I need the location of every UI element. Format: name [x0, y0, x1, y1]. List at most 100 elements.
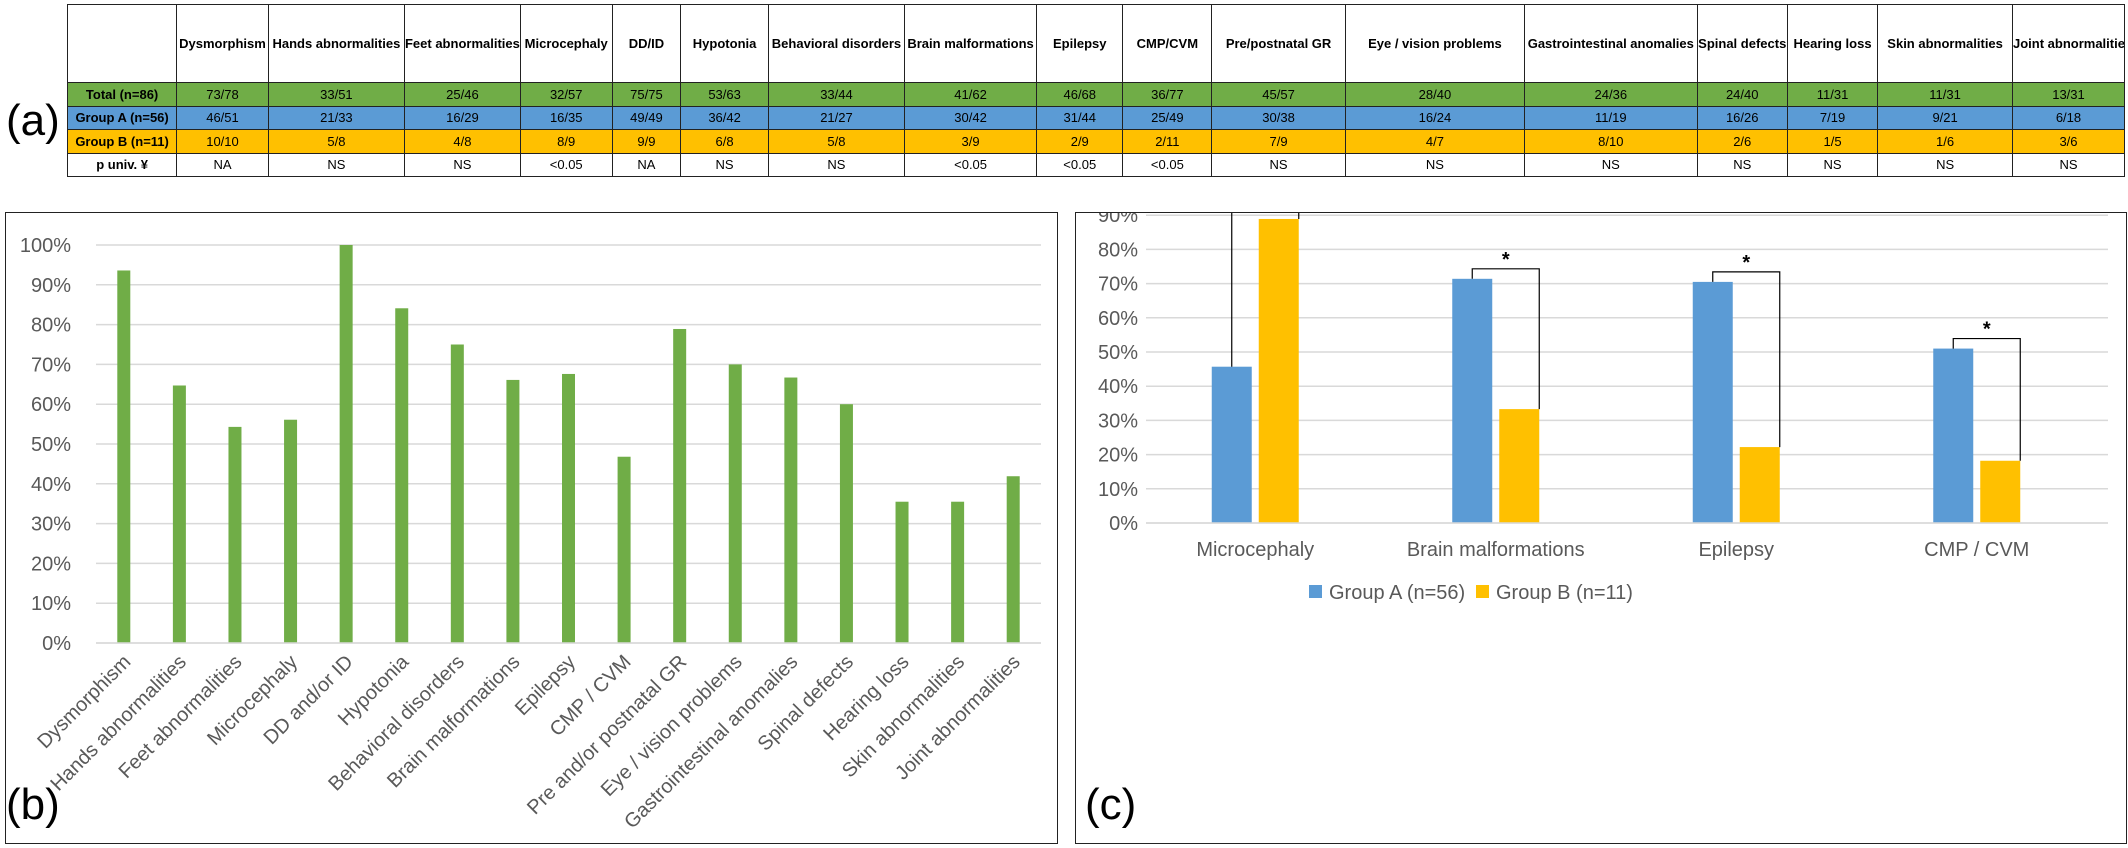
bar [562, 373, 575, 643]
table-column-header: Gastrointestinal anomalies [1524, 3, 1698, 84]
table-corner-cell [66, 3, 178, 84]
table-cell: 1/5 [1786, 129, 1879, 154]
table-cell: 5/8 [767, 129, 906, 154]
y-tick-label: 30% [31, 514, 71, 536]
y-tick-label: 70% [31, 354, 71, 376]
significance-bracket [1952, 337, 2021, 461]
table-cell: 11/31 [1877, 82, 2013, 107]
table-cell: 41/62 [904, 82, 1038, 107]
y-tick-label: 80% [31, 315, 71, 337]
table-cell: 6/18 [2011, 105, 2126, 131]
table-column-header: Spinal defects [1696, 3, 1788, 84]
table-cell: 3/6 [2011, 129, 2126, 154]
table-cell: 46/51 [176, 105, 269, 131]
table-cell: <0.05 [904, 152, 1038, 178]
table-cell: 4/7 [1344, 129, 1526, 154]
y-tick-label: 100% [20, 235, 71, 257]
bar-group-a [1452, 278, 1493, 523]
table-cell: NS [767, 152, 906, 178]
table-cell: NS [1877, 152, 2013, 178]
table-cell: 36/42 [680, 105, 769, 131]
y-tick-label: 0% [42, 633, 71, 655]
table-cell: NS [1211, 152, 1346, 178]
table-cell: 16/29 [403, 105, 521, 131]
table-cell: 30/42 [904, 105, 1038, 131]
bar-group-a [1211, 366, 1252, 523]
bar [339, 245, 353, 643]
table-column-header: Feet abnormalities [403, 3, 521, 84]
table-column-header: Hearing loss [1786, 3, 1879, 84]
table-cell: 10/10 [176, 129, 269, 154]
bar-group-b [1980, 460, 2021, 523]
bar [951, 501, 965, 643]
table-cell: 2/9 [1036, 129, 1124, 154]
table-cell: 1/6 [1877, 129, 2013, 154]
x-tick-label: Dysmorphism [33, 651, 135, 753]
bar [895, 501, 909, 643]
table-row-label: Group B (n=11) [66, 129, 178, 154]
y-tick-label: 20% [31, 553, 71, 575]
table-column-header: Hands abnormalities [267, 3, 405, 84]
table-cell: 8/9 [519, 129, 613, 154]
table-cell: 46/68 [1036, 82, 1124, 107]
y-tick-label: 80% [1098, 239, 1138, 261]
table-row: p univ. ¥ NA NS NS <0.05 NA NS NS <0.05 <0.05 <0.0… [66, 152, 2126, 178]
y-tick-label: 90% [1098, 213, 1138, 227]
bar-group-b [1258, 218, 1299, 523]
table-cell: 2/6 [1696, 129, 1788, 154]
bar-group-b [1739, 447, 1780, 523]
legend-label: Group A (n=56) [1329, 582, 1465, 604]
table-cell: NS [1786, 152, 1879, 178]
y-tick-label: 10% [1098, 479, 1138, 501]
table-cell: 24/40 [1696, 82, 1788, 107]
y-tick-label: 20% [1098, 445, 1138, 467]
y-tick-label: 70% [1098, 274, 1138, 296]
table-column-header: Microcephaly [519, 3, 613, 84]
chart-b-all-features: 0% 10% 20% 30% 40% 50% 60% 70% 80% 90% 100% Dysmorp… [20, 235, 1041, 833]
panel-label-b: (b) [6, 780, 60, 829]
table-cell: NS [2011, 152, 2126, 178]
table-cell: 6/8 [680, 129, 769, 154]
table-cell: NA [611, 152, 682, 178]
table-column-header: Brain malformations [904, 3, 1038, 84]
bar-group-b [1499, 409, 1540, 523]
table-cell: 32/57 [519, 82, 613, 107]
y-tick-label: 90% [31, 275, 71, 297]
table-column-header: Pre/postnatal GR [1211, 3, 1346, 84]
x-tick-label: Brain malformations [1407, 539, 1585, 561]
table-cell: NS [680, 152, 769, 178]
table-cell: NS [1696, 152, 1788, 178]
table-column-header: Hypotonia [680, 3, 769, 84]
bar [784, 377, 798, 643]
table-header-row: Dysmorphism Hands abnormalities Feet abnor… [66, 3, 2126, 84]
table-cell: 21/33 [267, 105, 405, 131]
table-cell: 28/40 [1344, 82, 1526, 107]
bar [506, 379, 520, 643]
table-cell: 9/9 [611, 129, 682, 154]
table-cell: 9/21 [1877, 105, 2013, 131]
table-cell: 16/24 [1344, 105, 1526, 131]
table-cell: 2/11 [1122, 129, 1213, 154]
table-column-header: Epilepsy [1036, 3, 1124, 84]
y-tick-label: 40% [31, 474, 71, 496]
bar [673, 328, 687, 643]
table-row: Group A (n=56) 46/51 21/33 16/29 16/35 49/49 3… [66, 105, 2126, 131]
table-cell: NS [1524, 152, 1698, 178]
table-cell: 33/51 [267, 82, 405, 107]
chart-b-frame: 0% 10% 20% 30% 40% 50% 60% 70% 80% 90% 100% Dysmorp… [5, 212, 1058, 844]
table-cell: 4/8 [403, 129, 521, 154]
table-cell: 3/9 [904, 129, 1038, 154]
table-column-header: Skin abnormalities [1877, 3, 2013, 84]
y-tick-label: 10% [31, 593, 71, 615]
bar [450, 344, 464, 643]
significance-bracket [1471, 268, 1540, 410]
table-cell: 45/57 [1211, 82, 1346, 107]
table-column-header: Eye / vision problems [1344, 3, 1526, 84]
panel-label-a: (a) [6, 96, 60, 145]
table-cell: 30/38 [1211, 105, 1346, 131]
significance-marker: * [1502, 249, 1510, 271]
table-cell: NS [267, 152, 405, 178]
table-cell: 8/10 [1524, 129, 1698, 154]
table-cell: 7/19 [1786, 105, 1879, 131]
y-tick-label: 60% [1098, 308, 1138, 330]
